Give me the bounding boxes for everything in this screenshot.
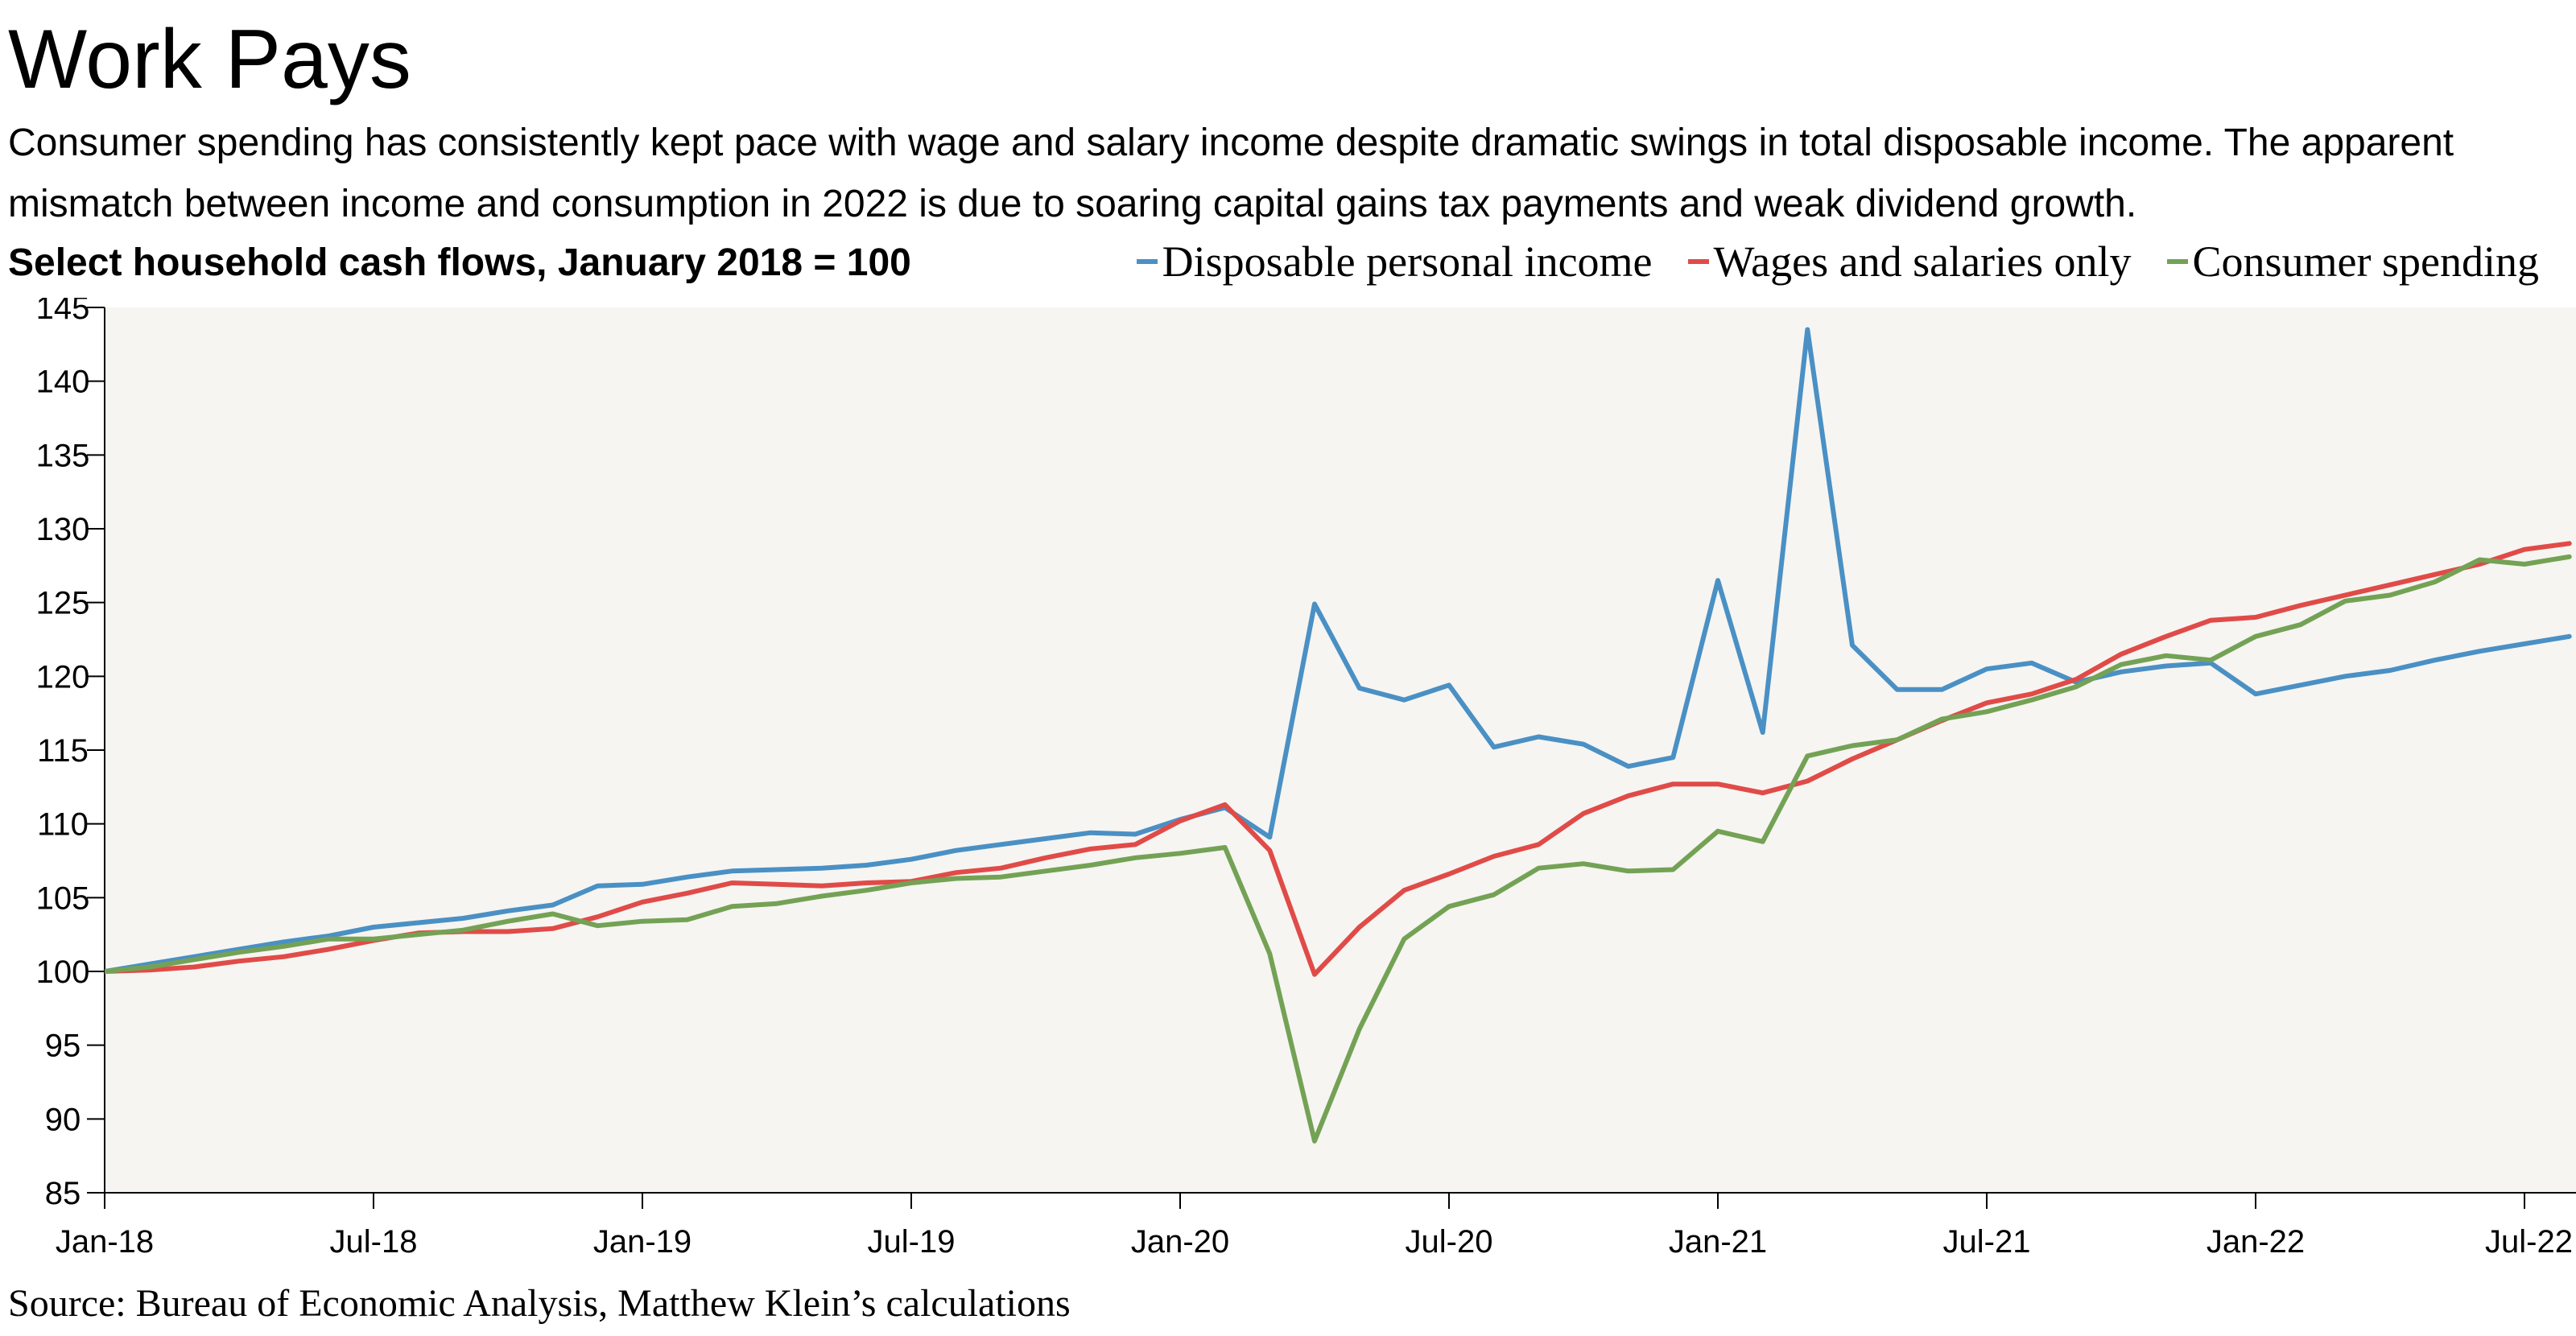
series-line-wages-and-salaries-only	[105, 541, 2572, 977]
legend-swatch-wages-salaries	[1687, 259, 1709, 264]
x-tick-label-Jan-19: Jan-19	[593, 1224, 691, 1260]
legend-label-disposable-income: Disposable personal income	[1162, 237, 1653, 286]
legend-item-wages-salaries: Wages and salaries only	[1687, 235, 2132, 288]
y-tick-label-115: 115	[37, 733, 89, 769]
legend-swatch-consumer-spending	[2166, 259, 2188, 264]
y-tick-label-140: 140	[36, 365, 90, 400]
x-tick-label-Jul-18: Jul-18	[330, 1224, 418, 1260]
y-tick-label-120: 120	[36, 659, 90, 695]
source-note: Source: Bureau of Economic Analysis, Mat…	[8, 1282, 1071, 1325]
x-tick-label-Jan-18: Jan-18	[56, 1224, 154, 1260]
y-tick-label-85: 85	[45, 1176, 81, 1211]
y-tick-label-100: 100	[36, 955, 90, 990]
legend-item-disposable-income: Disposable personal income	[1136, 235, 1653, 288]
line-chart: 85 90 95 100 105 110 115 120 125 130 135 140 145 Jan-…	[36, 298, 2576, 1260]
x-tick-label-Jul-19: Jul-19	[868, 1224, 956, 1260]
y-tick-label-135: 135	[36, 438, 90, 473]
x-tick-label-Jul-20: Jul-20	[1406, 1224, 1493, 1260]
y-tick-label-125: 125	[36, 586, 90, 621]
legend-label-consumer-spending: Consumer spending	[2192, 237, 2539, 286]
x-tick-label-Jul-21: Jul-21	[1943, 1224, 2031, 1260]
y-tick-label-145: 145	[36, 298, 90, 326]
y-tick-label-95: 95	[45, 1029, 81, 1064]
x-tick-label-Jan-22: Jan-22	[2207, 1224, 2305, 1260]
chart-legend: Disposable personal income Wages and sal…	[1136, 235, 2539, 288]
series-line-consumer-spending	[105, 554, 2572, 1144]
legend-label-wages-salaries: Wages and salaries only	[1713, 237, 2132, 286]
y-tick-label-110: 110	[37, 807, 89, 843]
y-tick-label-130: 130	[36, 512, 90, 547]
series-line-disposable-personal-income	[105, 327, 2572, 974]
x-tick-label-Jul-22: Jul-22	[2485, 1224, 2573, 1260]
chart-title: Select household cash flows, January 201…	[8, 241, 911, 284]
y-tick-label-105: 105	[36, 880, 90, 916]
page-title: Work Pays	[8, 13, 411, 106]
x-tick-label-Jan-21: Jan-21	[1669, 1224, 1767, 1260]
legend-item-consumer-spending: Consumer spending	[2166, 235, 2539, 288]
y-tick-label-90: 90	[45, 1102, 81, 1137]
page-subtitle: Consumer spending has consistently kept …	[8, 122, 2454, 225]
plot-area	[105, 307, 2576, 1193]
legend-swatch-disposable-income	[1136, 259, 1158, 264]
x-tick-label-Jan-20: Jan-20	[1131, 1224, 1229, 1260]
